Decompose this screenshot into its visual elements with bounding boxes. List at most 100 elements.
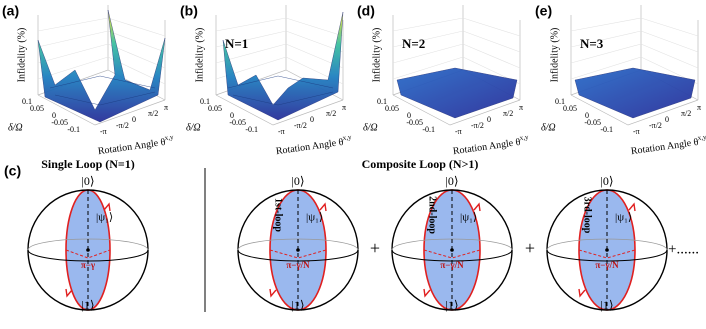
grid-line	[37, 43, 109, 64]
bloch-sphere: |0⟩ |1⟩ |ψ₁⟩ π−γ/N 3rd-loop	[546, 174, 668, 312]
y-tick-label: -0.05	[229, 118, 246, 127]
grid-line	[640, 43, 699, 69]
arrow	[423, 288, 431, 298]
x-tick-label: -π/2	[116, 121, 129, 130]
grid-line	[392, 30, 464, 48]
z-axis-label: Infidelity (%)	[371, 28, 382, 83]
x-tick-label: π/2	[326, 109, 336, 118]
loop-label: 3rd-loop	[582, 197, 593, 234]
axes-frame	[37, 5, 166, 126]
axes-frame	[570, 5, 699, 126]
axes-frame	[392, 5, 521, 126]
x-axis-label-sub: x,y	[164, 133, 174, 142]
y-tick-label: 0.1	[555, 97, 565, 106]
y-tick-label: 0	[52, 111, 56, 120]
operator: +	[370, 238, 380, 258]
origin	[450, 248, 454, 252]
x-tick-label: π/2	[681, 109, 691, 118]
origin	[605, 248, 609, 252]
x-axis-label: Rotation Angle θ	[275, 137, 344, 157]
y-axis-label: δ/Ω	[8, 122, 23, 133]
angle-label: π−γ	[81, 260, 96, 270]
axes-frame	[215, 5, 344, 126]
y-tick-label: 0.05	[385, 104, 399, 113]
x-tick-label: -π	[278, 127, 285, 136]
grid-line	[392, 43, 464, 64]
x-tick-label: π	[342, 103, 346, 112]
grid-line	[392, 56, 464, 80]
loop-label: 1st-loop	[273, 198, 284, 232]
x-axis-label-sub: x,y	[519, 133, 529, 142]
arrow	[628, 202, 636, 212]
bloch-sphere: |0⟩ |1⟩ |ψ₁⟩ π−γ/N 2nd-loop	[391, 174, 513, 312]
psi-label: |ψ₁⟩	[460, 212, 477, 224]
x-axis-label: Rotation Angle θ	[97, 137, 166, 157]
x-tick-label: 0	[487, 115, 491, 124]
x-tick-label: π	[519, 103, 523, 112]
y-tick-label: 0.1	[377, 97, 387, 106]
grid-line	[285, 30, 344, 53]
operator: +	[525, 238, 535, 258]
surface	[574, 67, 696, 119]
grid-line	[285, 17, 344, 37]
grid-line	[215, 17, 287, 32]
y-tick-label: -0.05	[51, 118, 68, 127]
bloch-sphere: |0⟩ |1⟩ |ψ₁⟩ π−γ	[27, 174, 149, 312]
state-label: |1⟩	[600, 298, 613, 312]
x-tick-label: -π	[455, 127, 462, 136]
x-tick-label: -π	[100, 127, 107, 136]
grid-line	[640, 30, 699, 53]
origin	[296, 248, 300, 252]
x-tick-label: π	[164, 103, 168, 112]
surface	[222, 11, 344, 121]
angle-label: π−γ/N	[286, 260, 310, 270]
y-axis-label: δ/Ω	[541, 122, 556, 133]
section-title: Single Loop (N=1)	[41, 157, 135, 171]
state-label: |1⟩	[445, 298, 458, 312]
surface-panel: (a) Infidelity (%) δ/Ω Rotation Angle θx,y 0…	[2, 3, 174, 158]
angle-wedge	[65, 249, 111, 259]
bloch-sphere: |0⟩ |1⟩ |ψ₁⟩ π−γ/N 1st-loop	[237, 174, 359, 312]
surface-panel: (d) N=2 Infidelity (%) δ/Ω Rotation Angle θx…	[357, 3, 529, 158]
surface-mesh	[49, 75, 156, 106]
state-label: |0⟩	[291, 174, 304, 188]
grid-line	[215, 30, 287, 48]
x-axis-label: Rotation Angle θ	[630, 137, 699, 157]
grid-line	[37, 17, 109, 32]
arrow	[103, 202, 111, 212]
y-tick-label: 0	[230, 111, 234, 120]
surface-panel: (e) N=3 Infidelity (%) δ/Ω Rotation Angle θx…	[535, 3, 706, 158]
state-label: |1⟩	[81, 298, 94, 312]
x-tick-label: -π/2	[649, 121, 662, 130]
state-label: |0⟩	[81, 174, 94, 188]
surface	[37, 9, 166, 123]
psi-label: |ψ₁⟩	[306, 212, 323, 224]
y-tick-label: -0.05	[584, 118, 601, 127]
x-axis-label-sub: x,y	[697, 133, 706, 142]
panel-label: (e)	[535, 3, 552, 19]
grid-line	[570, 30, 642, 48]
y-tick-label: 0.05	[208, 104, 222, 113]
z-axis-label: Infidelity (%)	[16, 28, 27, 83]
panel-title: N=3	[580, 36, 604, 51]
x-axis-label-sub: x,y	[342, 133, 352, 142]
panel-label: (b)	[180, 3, 198, 19]
arrow	[473, 202, 481, 212]
grid-line	[392, 17, 464, 32]
y-axis-label: δ/Ω	[363, 122, 378, 133]
panel-label: (c)	[4, 163, 21, 179]
y-axis-label: δ/Ω	[186, 122, 201, 133]
x-tick-label: 0	[310, 115, 314, 124]
arrow	[578, 288, 586, 298]
x-tick-label: -π/2	[294, 121, 307, 130]
y-tick-label: -0.1	[422, 125, 435, 134]
grid-line	[640, 17, 699, 37]
y-tick-label: -0.1	[600, 125, 613, 134]
panel-title: N=1	[225, 36, 248, 51]
grid-line	[107, 17, 166, 37]
arrow	[319, 202, 327, 212]
surface-panel: (b) N=1 Infidelity (%) δ/Ω Rotation Angle θx…	[180, 3, 352, 158]
y-tick-label: 0.1	[200, 97, 210, 106]
y-tick-label: -0.1	[245, 125, 258, 134]
y-tick-label: 0.05	[563, 104, 577, 113]
